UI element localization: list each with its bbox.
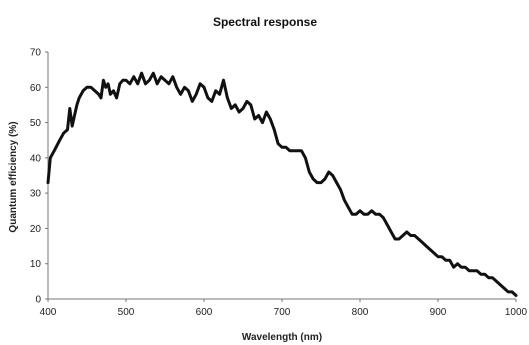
- x-tick-label: 900: [430, 307, 447, 318]
- y-tick-label: 0: [35, 295, 41, 306]
- y-tick-label: 70: [30, 48, 42, 59]
- y-tick-label: 40: [30, 153, 42, 164]
- x-tick-label: 400: [40, 307, 57, 318]
- y-axis-label: Quantum efficiency (%): [8, 121, 19, 232]
- x-tick-label: 700: [274, 307, 291, 318]
- quantum-efficiency-line: [46, 71, 518, 297]
- x-tick-label: 1000: [505, 307, 528, 318]
- x-axis-label: Wavelength (nm): [242, 332, 322, 343]
- x-tick-label: 800: [352, 307, 369, 318]
- x-tick-label: 500: [118, 307, 135, 318]
- x-axis-ticks: 400 500 600 700 800 900 1000: [40, 299, 528, 318]
- y-axis-ticks: 0 10 20 30 40 50 60 70: [30, 48, 48, 306]
- y-tick-label: 30: [30, 189, 42, 200]
- y-tick-label: 20: [30, 224, 42, 235]
- y-tick-label: 60: [30, 83, 42, 94]
- x-tick-label: 600: [196, 307, 213, 318]
- chart-title: Spectral response: [213, 15, 317, 29]
- y-tick-label: 10: [30, 259, 42, 270]
- y-tick-label: 50: [30, 118, 42, 129]
